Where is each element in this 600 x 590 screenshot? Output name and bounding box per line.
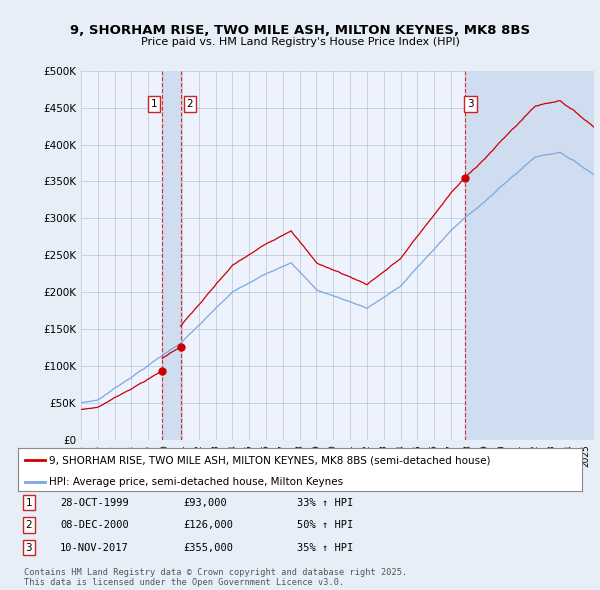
Text: 1: 1 [151,99,157,109]
Bar [162,71,181,440]
Text: £126,000: £126,000 [183,520,233,530]
Text: Contains HM Land Registry data © Crown copyright and database right 2025.
This d: Contains HM Land Registry data © Crown c… [24,568,407,587]
Text: 33% ↑ HPI: 33% ↑ HPI [297,498,353,507]
Bar [466,71,594,440]
Text: £355,000: £355,000 [183,543,233,552]
Text: 9, SHORHAM RISE, TWO MILE ASH, MILTON KEYNES, MK8 8BS: 9, SHORHAM RISE, TWO MILE ASH, MILTON KE… [70,24,530,37]
Text: 2: 2 [25,520,32,530]
Text: 28-OCT-1999: 28-OCT-1999 [60,498,129,507]
Text: £93,000: £93,000 [183,498,227,507]
Text: 2: 2 [187,99,193,109]
Text: 3: 3 [25,543,32,552]
Text: Price paid vs. HM Land Registry's House Price Index (HPI): Price paid vs. HM Land Registry's House … [140,38,460,47]
Text: 10-NOV-2017: 10-NOV-2017 [60,543,129,552]
Text: HPI: Average price, semi-detached house, Milton Keynes: HPI: Average price, semi-detached house,… [49,477,343,487]
Text: 3: 3 [467,99,474,109]
Text: 50% ↑ HPI: 50% ↑ HPI [297,520,353,530]
Text: 1: 1 [25,498,32,507]
Text: 35% ↑ HPI: 35% ↑ HPI [297,543,353,552]
Text: 08-DEC-2000: 08-DEC-2000 [60,520,129,530]
Text: 9, SHORHAM RISE, TWO MILE ASH, MILTON KEYNES, MK8 8BS (semi-detached house): 9, SHORHAM RISE, TWO MILE ASH, MILTON KE… [49,455,491,466]
